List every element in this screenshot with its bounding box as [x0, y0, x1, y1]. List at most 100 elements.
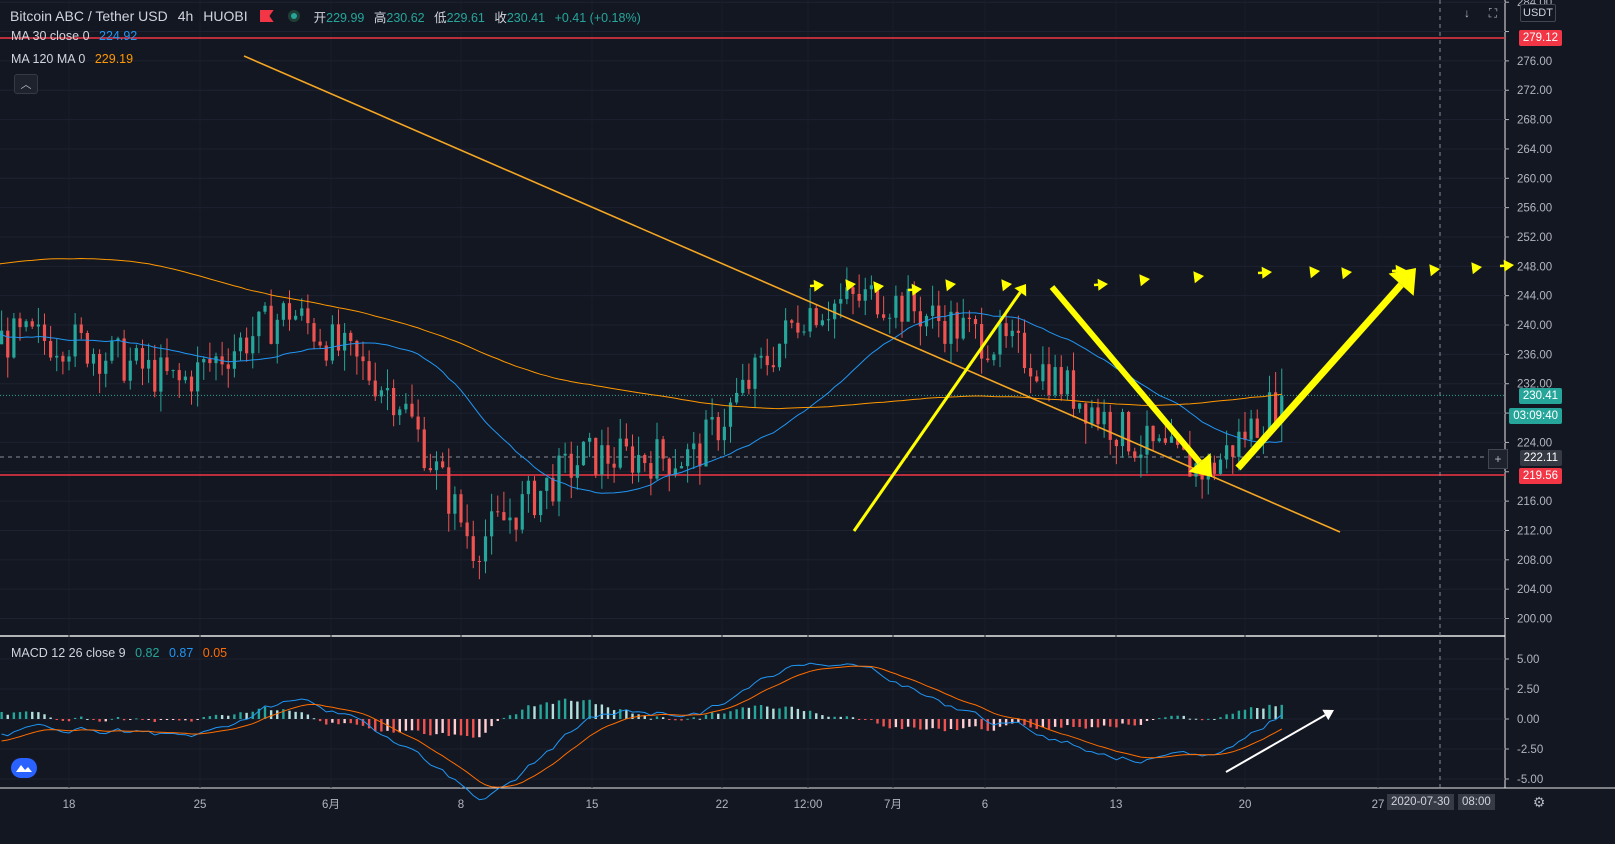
- candle-body: [710, 417, 714, 420]
- macd-histogram-bar: [717, 713, 720, 719]
- candle-body: [949, 311, 953, 344]
- candle-body: [128, 360, 132, 381]
- candle-body: [986, 358, 990, 361]
- level-dot-arrow-head: [1341, 267, 1352, 280]
- candle-body: [459, 494, 463, 523]
- x-tick-label: 18: [63, 799, 76, 811]
- y-tick-label: 200.00: [1517, 614, 1552, 626]
- macd-histogram-bar: [171, 719, 175, 720]
- candle-body: [1084, 403, 1088, 424]
- macd-histogram-bar: [1219, 717, 1222, 719]
- y-tick-label: 248.00: [1517, 261, 1552, 273]
- candle-body: [67, 356, 71, 362]
- interval-label[interactable]: 4h: [177, 8, 194, 24]
- scroll-down-icon[interactable]: ↓: [1464, 6, 1470, 20]
- macd-histogram-bar: [1090, 719, 1094, 728]
- macd-histogram-bar: [1060, 719, 1063, 728]
- ma30-legend[interactable]: MA 30 close 0 224.92: [11, 29, 143, 43]
- candle-body: [1163, 438, 1167, 443]
- level-dot-arrow-head: [1429, 264, 1440, 277]
- candle-body: [104, 360, 108, 374]
- candle-body: [147, 359, 151, 369]
- y-tick-label: 260.00: [1517, 173, 1552, 185]
- y-tick-label: 232.00: [1517, 379, 1552, 391]
- candle-body: [116, 338, 120, 341]
- fullscreen-icon[interactable]: ⛶: [1488, 5, 1498, 20]
- symbol-header: Bitcoin ABC / Tether USD 4h HUOBI 开229.9…: [10, 6, 647, 26]
- candle-body: [673, 468, 677, 475]
- macd-histogram-value: 0.82: [135, 646, 160, 660]
- macd-histogram-bar: [729, 711, 732, 719]
- candle-body: [189, 376, 194, 392]
- macd-histogram-bar: [974, 719, 977, 727]
- macd-histogram-bar: [508, 715, 512, 719]
- macd-arrow-shaft: [1225, 714, 1326, 773]
- x-tick-label: 6: [982, 799, 988, 811]
- macd-histogram-bar: [723, 713, 726, 719]
- gear-icon[interactable]: ⚙: [1532, 794, 1546, 810]
- macd-histogram-bar: [937, 719, 940, 729]
- macd-histogram-bar: [196, 719, 199, 720]
- macd-histogram-bar: [582, 700, 585, 719]
- candle-body: [1047, 364, 1051, 395]
- candle-body: [496, 511, 500, 513]
- candle-body: [882, 314, 886, 318]
- macd-histogram-bar: [478, 719, 481, 738]
- macd-histogram-bar: [129, 719, 132, 721]
- candle-body: [343, 332, 347, 351]
- logo-icon[interactable]: [11, 758, 37, 778]
- macd-histogram-bar: [312, 718, 316, 720]
- candle-body: [869, 285, 873, 290]
- candle-body: [1218, 459, 1223, 474]
- macd-legend[interactable]: MACD 12 26 close 9 0.82 0.87 0.05: [11, 646, 233, 660]
- candle-body: [12, 318, 16, 358]
- macd-histogram-bar: [619, 709, 622, 719]
- macd-histogram-bar: [227, 715, 230, 719]
- candle-body: [159, 357, 163, 392]
- candle-body: [6, 330, 10, 358]
- macd-histogram-bar: [864, 719, 867, 720]
- macd-histogram-bar: [551, 703, 555, 719]
- collapse-legend-button[interactable]: ︿: [14, 74, 38, 94]
- candle-body: [477, 561, 481, 563]
- x-tick-label: 7月: [884, 799, 902, 811]
- flag-icon[interactable]: [259, 10, 274, 22]
- y-tick-label: 268.00: [1517, 115, 1552, 127]
- macd-histogram-bar: [1023, 719, 1026, 726]
- candle-body: [637, 454, 641, 473]
- candle-body: [618, 438, 622, 468]
- level-dot-arrow-head: [1395, 264, 1406, 277]
- macd-histogram-bar: [735, 709, 738, 719]
- candle-body: [667, 458, 671, 475]
- down-arrow-shaft: [1049, 285, 1202, 465]
- candle-body: [30, 321, 34, 327]
- candle-body: [612, 463, 616, 468]
- candle-body: [257, 311, 261, 337]
- macd-histogram-bar: [649, 718, 653, 720]
- macd-histogram-bar: [159, 719, 163, 721]
- symbol-name[interactable]: Bitcoin ABC / Tether USD: [10, 8, 168, 24]
- macd-histogram-bar: [502, 717, 506, 719]
- add-alert-icon[interactable]: +: [1488, 449, 1508, 469]
- candle-body: [385, 388, 390, 391]
- macd-histogram-bar: [882, 719, 885, 727]
- ma120-legend[interactable]: MA 120 MA 0 229.19: [11, 52, 139, 66]
- macd-histogram-bar: [784, 706, 787, 719]
- macd-histogram-bar: [1145, 719, 1149, 721]
- macd-histogram-bar: [557, 700, 561, 719]
- macd-histogram-bar: [766, 706, 769, 719]
- macd-histogram-bar: [1115, 719, 1118, 728]
- up-arrow-2-shaft: [1235, 282, 1404, 471]
- macd-histogram-bar: [331, 719, 334, 723]
- currency-button[interactable]: USDT: [1520, 4, 1556, 22]
- x-tick-label: 12:00: [794, 799, 823, 811]
- x-tick-label: 6月: [322, 799, 340, 811]
- candle-body: [808, 308, 812, 332]
- macd-histogram-bar: [43, 714, 46, 719]
- level-dot-arrow-head: [813, 279, 824, 292]
- candle-body: [238, 337, 243, 352]
- candle-body: [826, 319, 831, 321]
- macd-histogram-bar: [367, 719, 371, 729]
